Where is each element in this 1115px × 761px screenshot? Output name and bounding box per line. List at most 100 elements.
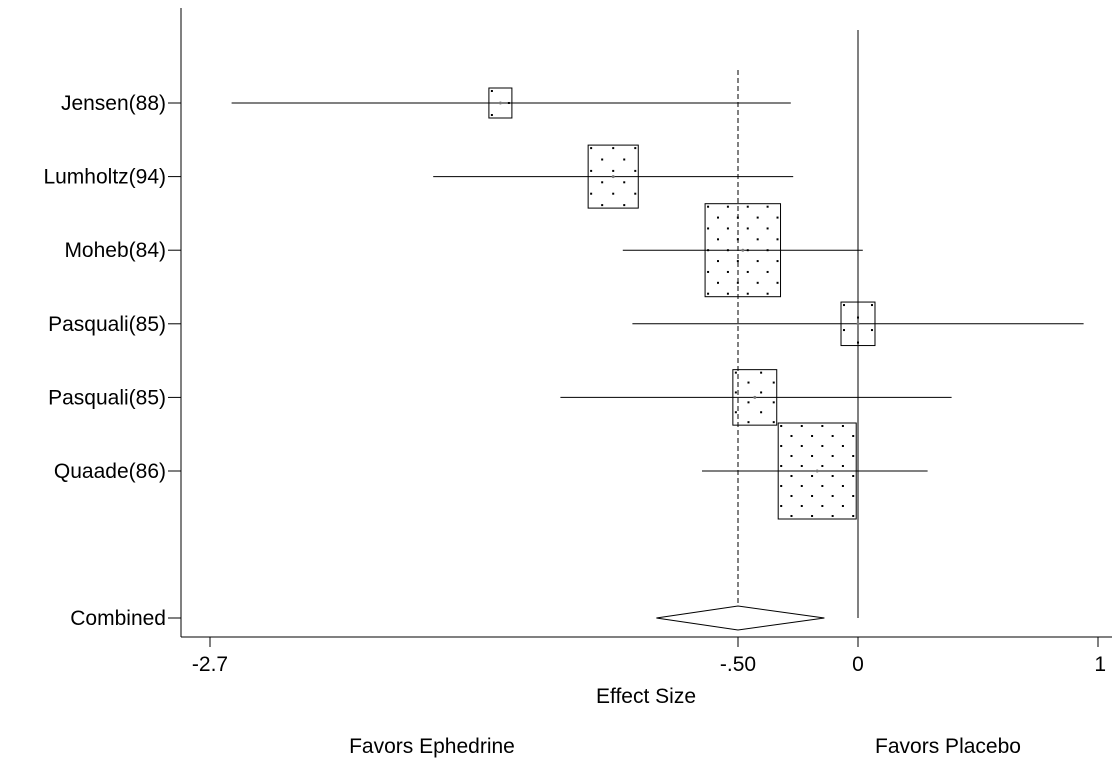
study-row: Lumholtz(94) bbox=[43, 144, 794, 209]
box-dot bbox=[811, 475, 814, 477]
combined-label: Combined bbox=[70, 607, 166, 630]
box-dot bbox=[776, 238, 779, 241]
study-label: Lumholtz(94) bbox=[43, 166, 166, 189]
box-dot bbox=[821, 485, 824, 487]
combined-diamond bbox=[656, 605, 825, 631]
box-dot bbox=[747, 401, 750, 404]
box-dot bbox=[726, 205, 729, 208]
box-dot bbox=[852, 435, 855, 437]
weight-box bbox=[704, 203, 782, 298]
box-dot bbox=[800, 485, 803, 487]
weight-box bbox=[840, 301, 876, 347]
effect-point bbox=[753, 395, 757, 399]
box-dot bbox=[601, 204, 604, 207]
box-dot bbox=[790, 515, 793, 517]
effect-point bbox=[741, 248, 745, 252]
box-dot bbox=[734, 371, 737, 374]
box-dot bbox=[623, 158, 626, 161]
study-row: Pasquali(85) bbox=[48, 369, 952, 426]
box-dot bbox=[707, 249, 710, 252]
study-row: Quaade(86) bbox=[54, 422, 928, 520]
box-dot bbox=[821, 465, 824, 467]
box-dot bbox=[623, 181, 626, 184]
box-dot bbox=[756, 260, 759, 263]
axes: -2.7 -.50 0 1 bbox=[180, 8, 1112, 676]
box-dot bbox=[852, 455, 855, 457]
box-dot bbox=[780, 465, 783, 467]
box-dot bbox=[726, 270, 729, 273]
study-row: Pasquali(85) bbox=[48, 301, 1084, 347]
box-dot bbox=[726, 227, 729, 230]
box-dot bbox=[746, 249, 749, 252]
box-dot bbox=[601, 181, 604, 184]
box-dot bbox=[716, 260, 719, 263]
box-dot bbox=[601, 158, 604, 161]
box-dot bbox=[716, 216, 719, 219]
box-dot bbox=[736, 281, 739, 284]
favors-left-label: Favors Ephedrine bbox=[349, 735, 515, 758]
box-dot bbox=[772, 421, 775, 424]
box-dot bbox=[766, 227, 769, 230]
box-dot bbox=[507, 102, 510, 104]
box-dot bbox=[760, 391, 763, 394]
box-dot bbox=[736, 216, 739, 219]
box-dot bbox=[790, 475, 793, 477]
box-dot bbox=[746, 205, 749, 208]
box-dot bbox=[831, 495, 834, 497]
box-dot bbox=[852, 515, 855, 517]
box-dot bbox=[707, 205, 710, 208]
box-dot bbox=[756, 238, 759, 241]
weight-box bbox=[732, 369, 778, 426]
box-dot bbox=[841, 465, 844, 467]
box-dot bbox=[857, 316, 859, 319]
box-dot bbox=[821, 505, 824, 507]
box-dot bbox=[843, 304, 846, 307]
x-tick-label: 0 bbox=[852, 653, 864, 676]
box-dot bbox=[734, 391, 737, 394]
axis-labels: Effect Size Favors Ephedrine Favors Plac… bbox=[349, 685, 1021, 758]
box-dot bbox=[800, 425, 803, 427]
effect-point bbox=[856, 322, 860, 326]
box-dot bbox=[800, 445, 803, 447]
box-dot bbox=[760, 411, 763, 414]
box-dot bbox=[736, 238, 739, 241]
box-dot bbox=[772, 401, 775, 404]
box-dot bbox=[800, 465, 803, 467]
box-dot bbox=[756, 281, 759, 284]
box-dot bbox=[590, 192, 593, 195]
x-tick-label: -.50 bbox=[720, 653, 756, 676]
box-dot bbox=[747, 381, 750, 384]
x-axis-title: Effect Size bbox=[596, 685, 696, 708]
study-label: Pasquali(85) bbox=[48, 313, 166, 336]
effect-point bbox=[498, 101, 502, 105]
box-dot bbox=[746, 227, 749, 230]
x-tick-label: -2.7 bbox=[192, 653, 228, 676]
box-dot bbox=[831, 475, 834, 477]
box-dot bbox=[766, 292, 769, 295]
study-rows: Jensen(88) Lumholtz(94) Moheb(84) Pasquali(… bbox=[43, 87, 1084, 520]
box-dot bbox=[707, 270, 710, 273]
box-dot bbox=[756, 216, 759, 219]
box-dot bbox=[821, 425, 824, 427]
box-dot bbox=[780, 445, 783, 447]
box-dot bbox=[590, 147, 593, 150]
weight-box bbox=[488, 87, 513, 119]
box-dot bbox=[634, 192, 637, 195]
effect-point bbox=[611, 175, 615, 179]
box-dot bbox=[747, 421, 750, 424]
box-dot bbox=[634, 147, 637, 150]
box-dot bbox=[831, 515, 834, 517]
box-dot bbox=[811, 515, 814, 517]
box-dot bbox=[800, 505, 803, 507]
box-dot bbox=[623, 204, 626, 207]
box-dot bbox=[776, 216, 779, 219]
box-dot bbox=[852, 495, 855, 497]
study-label: Pasquali(85) bbox=[48, 386, 166, 409]
box-dot bbox=[736, 260, 739, 263]
box-dot bbox=[843, 329, 846, 332]
box-dot bbox=[766, 249, 769, 252]
study-label: Jensen(88) bbox=[61, 92, 166, 115]
box-dot bbox=[870, 329, 873, 332]
box-dot bbox=[776, 281, 779, 284]
